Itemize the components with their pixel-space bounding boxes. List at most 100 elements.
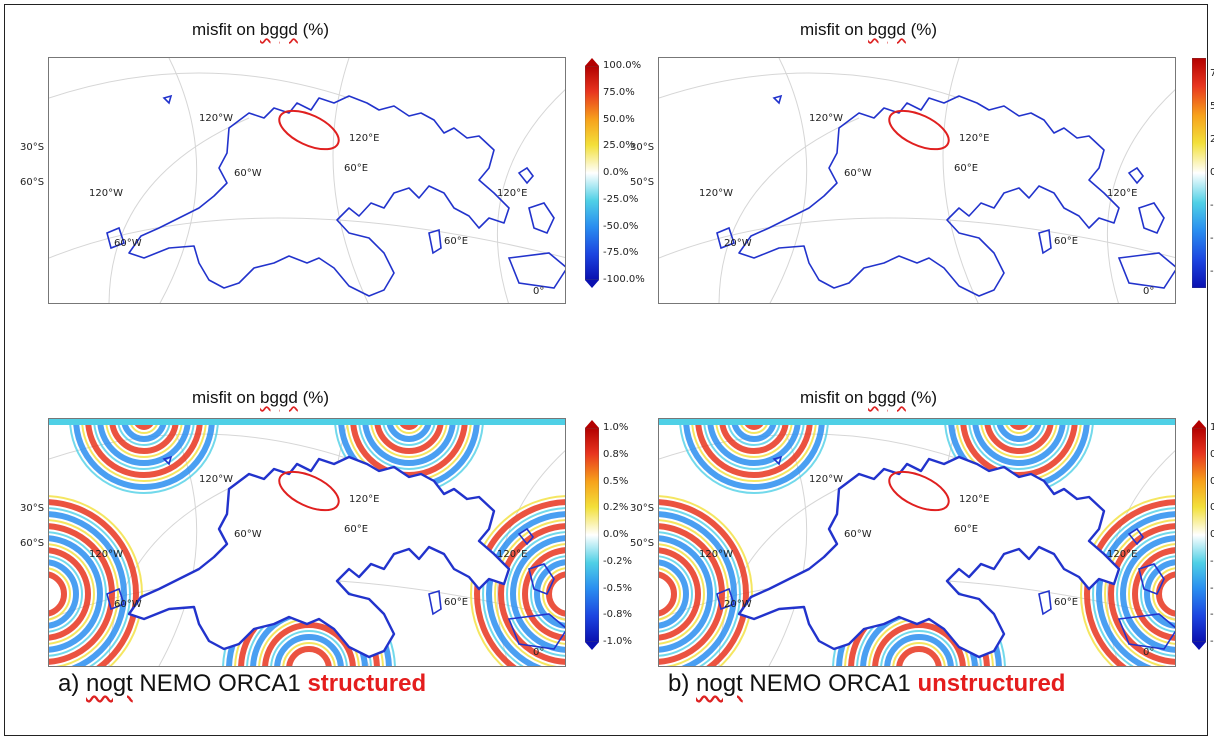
misfit-band: [49, 571, 67, 617]
misfit-band: [486, 511, 565, 666]
graticule-line: [1106, 89, 1175, 303]
misfit-band: [659, 523, 725, 665]
title-variable: bggd: [260, 20, 298, 39]
misfit-band-edge: [980, 419, 1058, 458]
caption-kind: structured: [307, 670, 427, 697]
colorbar-extend-max: [1192, 420, 1206, 428]
misfit-band: [474, 499, 565, 666]
colorbar-tick-label: 0.0%: [603, 167, 629, 178]
misfit-band: [1132, 547, 1175, 641]
misfit-band-edge: [530, 555, 565, 633]
longitude-label: 120°W: [199, 113, 233, 124]
misfit-band-edge: [1152, 567, 1175, 621]
misfit-band-edge: [93, 419, 195, 470]
colorbar-tick-label: -0.2%: [603, 555, 633, 567]
colorbar-tick-label: 1.0%: [603, 422, 629, 433]
colorbar-tick-label: 50.0%: [1210, 101, 1214, 112]
colorbar-tick-label: 1.0%: [1210, 422, 1214, 433]
misfit-band-edge: [49, 543, 95, 645]
map-panel: 120°W 60°W 120°W 20°W 120°E 60°E 120°E 60°E 0°: [658, 57, 1176, 304]
colorbar-tick-label: -0.5%: [603, 582, 633, 594]
coastline: [128, 95, 510, 297]
coastline-island: [1117, 252, 1175, 289]
coastline-island: [162, 94, 173, 105]
colorbar-gradient: [584, 427, 600, 643]
misfit-band-edge: [703, 419, 805, 470]
panel-title: misfit on bggd (%): [800, 20, 937, 40]
colorbar-tick-label: 0.5%: [603, 475, 629, 487]
map-panel: 120°W 60°W 120°W 60°W 120°E 60°E 120°E 60°E 0°: [48, 57, 566, 304]
longitude-label: 60°E: [954, 163, 979, 174]
graticule-line: [768, 419, 808, 666]
coastline-island: [162, 455, 173, 466]
colorbar-tick-label: 0.2%: [603, 502, 629, 514]
graticule-line: [496, 89, 565, 303]
misfit-band-edge: [117, 419, 171, 446]
colorbar-tick-label: -1.0%: [603, 636, 633, 647]
longitude-label: 120°W: [809, 474, 843, 485]
misfit-band-edge: [968, 419, 1070, 470]
misfit-band: [659, 559, 689, 629]
misfit-band: [659, 511, 737, 666]
longitude-label: 60°W: [234, 168, 262, 179]
map-canvas: [49, 58, 565, 303]
misfit-band-edge: [659, 543, 705, 645]
colorbar-extend-max: [585, 58, 599, 66]
misfit-band: [73, 419, 215, 490]
misfit-band-edge: [49, 519, 119, 666]
colorbar-tick-label: 0.8%: [1210, 448, 1214, 460]
misfit-band-edge: [358, 419, 460, 470]
colorbar-tick-label: 0.2%: [1210, 502, 1214, 514]
panel-title: misfit on bggd (%): [800, 388, 937, 408]
misfit-band-edge: [282, 642, 336, 666]
longitude-label: 60°E: [344, 524, 369, 535]
longitude-label: 0°: [533, 286, 545, 297]
coastline-island: [1138, 202, 1165, 235]
coastline-island: [106, 587, 126, 611]
graticule-line: [49, 72, 350, 99]
misfit-band-edge: [69, 419, 219, 494]
highlight-ellipse: [888, 109, 950, 151]
colorbar-tick-label: 25.0%: [1210, 134, 1214, 145]
misfit-band: [1144, 559, 1175, 629]
panel-title: misfit on bggd (%): [192, 388, 329, 408]
highlight-ellipse: [888, 470, 950, 512]
colorbar-extend-max: [585, 420, 599, 428]
longitude-label: 60°W: [114, 599, 142, 610]
title-suffix: (%): [905, 20, 938, 39]
colorbar-tick-label: -25.0%: [1210, 200, 1214, 211]
colorbar-scale: [1191, 420, 1207, 650]
misfit-band-edge: [49, 507, 131, 666]
title-suffix: (%): [297, 20, 330, 39]
longitude-label: 60°E: [344, 163, 369, 174]
colorbar-extend-min: [1192, 642, 1206, 650]
colorbar-extend-min: [585, 280, 599, 288]
misfit-band-edge: [49, 531, 107, 657]
longitude-label: 60°W: [844, 529, 872, 540]
misfit-band-edge: [470, 495, 565, 666]
longitude-label: 60°E: [1054, 597, 1079, 608]
misfit-band-edge: [1080, 495, 1175, 666]
figure-frame: [4, 4, 1208, 736]
colorbar-extend-min: [585, 642, 599, 650]
colorbar-tick-label: -0.8%: [603, 609, 633, 621]
misfit-band: [960, 419, 1078, 478]
misfit-band: [398, 419, 420, 430]
colorbar-gradient: [584, 65, 600, 281]
coastline-island: [517, 527, 535, 546]
coastline-island: [528, 563, 555, 596]
colorbar-gradient: [1191, 57, 1207, 289]
coastline-island: [1117, 613, 1175, 650]
colorbar-tick-label: -50.0%: [1210, 233, 1214, 244]
colorbar-tick-label: 100.0%: [603, 60, 642, 71]
longitude-label: 20°W: [724, 238, 752, 249]
longitude-label: 120°W: [199, 474, 233, 485]
misfit-band-edge: [679, 419, 829, 494]
misfit-edge-strip: [659, 419, 1175, 425]
longitude-label: 60°W: [114, 238, 142, 249]
latitude-label: 60°S: [20, 177, 45, 188]
coastline-island: [716, 587, 736, 611]
longitude-label: 120°E: [497, 549, 528, 560]
misfit-band: [984, 419, 1054, 454]
latitude-label: 30°S: [630, 142, 655, 153]
